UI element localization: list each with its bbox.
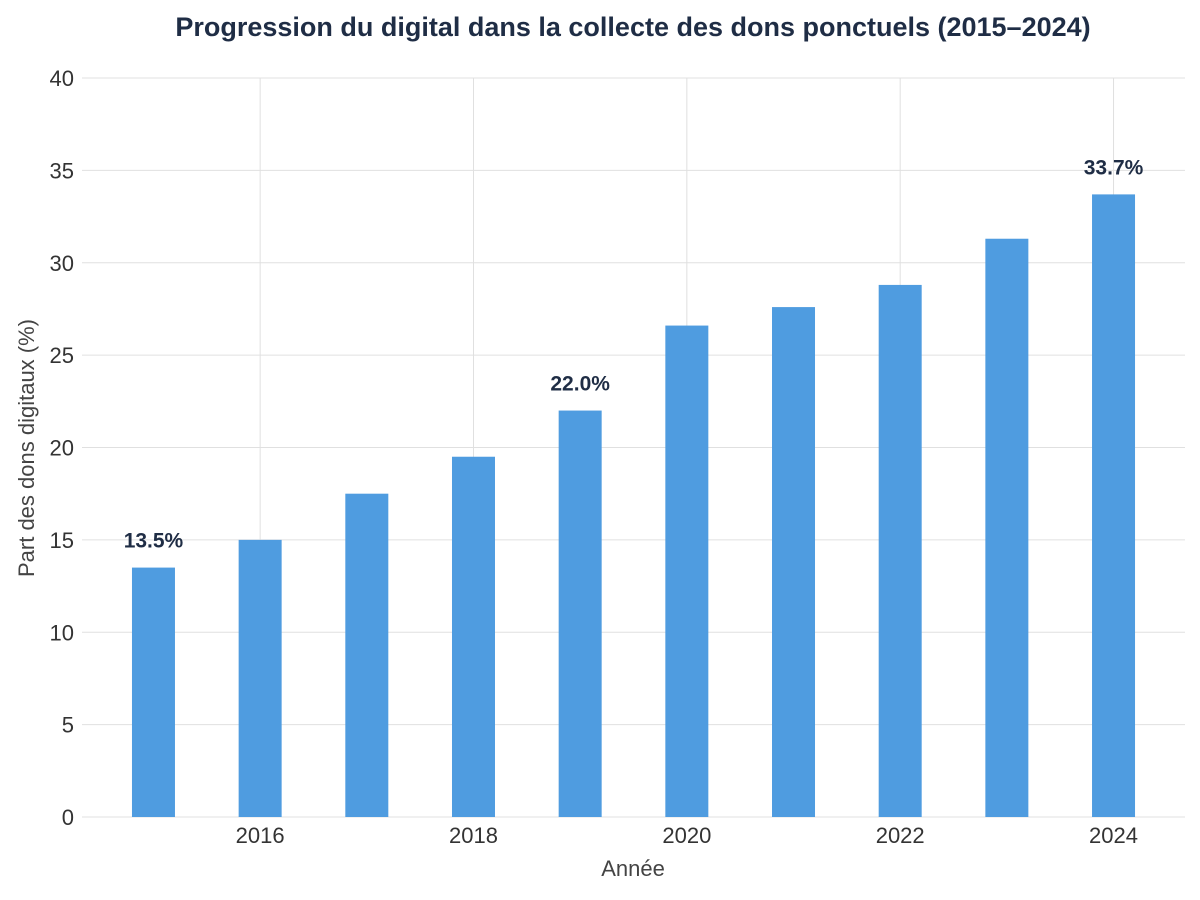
bar-2024 xyxy=(1092,194,1136,817)
y-tick-label: 10 xyxy=(50,620,74,645)
x-axis-label: Année xyxy=(601,856,665,881)
x-tick-label: 2016 xyxy=(236,823,285,848)
y-tick-label: 25 xyxy=(50,343,74,368)
y-tick-label: 35 xyxy=(50,158,74,183)
y-tick-label: 30 xyxy=(50,251,74,276)
x-tick-label: 2020 xyxy=(662,823,711,848)
bar-2020 xyxy=(665,325,709,817)
y-axis-label: Part des dons digitaux (%) xyxy=(14,319,39,577)
y-tick-label: 5 xyxy=(62,713,74,738)
y-tick-label: 20 xyxy=(50,436,74,461)
data-label-2024: 33.7% xyxy=(1084,156,1144,179)
y-tick-label: 15 xyxy=(50,528,74,553)
bar-2021 xyxy=(772,307,816,817)
bar-2022 xyxy=(878,284,922,817)
bar-2017 xyxy=(345,493,389,817)
y-tick-label: 0 xyxy=(62,805,74,830)
bar-2015 xyxy=(131,567,175,817)
data-label-2015: 13.5% xyxy=(124,530,184,553)
bar-2023 xyxy=(985,238,1029,818)
bar-2016 xyxy=(238,539,282,817)
data-label-2019: 22.0% xyxy=(550,373,610,396)
bar-2019 xyxy=(558,410,602,817)
x-tick-label: 2022 xyxy=(876,823,925,848)
x-tick-label: 2024 xyxy=(1089,823,1138,848)
x-tick-label: 2018 xyxy=(449,823,498,848)
chart-title: Progression du digital dans la collecte … xyxy=(175,12,1090,42)
bar-2018 xyxy=(451,456,495,817)
y-tick-label: 40 xyxy=(50,66,74,91)
